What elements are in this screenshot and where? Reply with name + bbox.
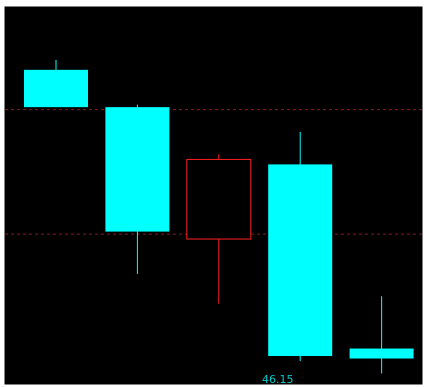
- candle-body-5: [349, 348, 414, 359]
- candle-2: [105, 104, 170, 274]
- candle-body-3: [186, 158, 252, 240]
- candle-1: [24, 59, 88, 108]
- low-price-label: 46.15: [262, 373, 294, 386]
- candles: [24, 59, 414, 374]
- candle-4: [268, 132, 333, 361]
- candle-5: [349, 296, 414, 374]
- candle-body-2: [105, 107, 170, 232]
- candle-3: [186, 154, 252, 304]
- candle-body-4: [268, 164, 333, 357]
- candle-body-1: [24, 69, 88, 108]
